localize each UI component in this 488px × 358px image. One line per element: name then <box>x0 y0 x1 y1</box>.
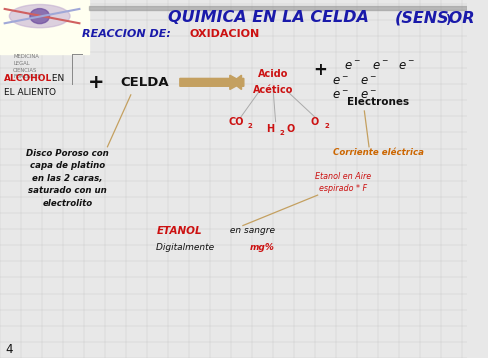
Text: 2: 2 <box>247 123 252 129</box>
Text: Electrones: Electrones <box>346 97 408 107</box>
Bar <box>0 0 88 54</box>
Bar <box>88 6 466 10</box>
Text: CO: CO <box>228 117 244 127</box>
Text: −: − <box>406 56 412 66</box>
Text: e: e <box>397 59 405 72</box>
Text: +: + <box>87 73 104 92</box>
Text: Acido: Acido <box>258 69 288 79</box>
Text: Digitalmente: Digitalmente <box>156 242 217 252</box>
Text: 4: 4 <box>5 343 13 355</box>
Text: ALCOHOL: ALCOHOL <box>4 73 52 83</box>
Text: QUIMICA EN LA CELDA: QUIMICA EN LA CELDA <box>167 10 373 25</box>
Text: Acético: Acético <box>253 85 293 95</box>
Text: ETANOL: ETANOL <box>156 226 202 236</box>
Text: 2: 2 <box>279 130 284 136</box>
Text: e: e <box>360 74 367 87</box>
Text: H: H <box>265 124 274 134</box>
Text: e: e <box>360 88 367 101</box>
Text: OXIDACION: OXIDACION <box>189 29 259 39</box>
Ellipse shape <box>30 9 49 24</box>
Text: ): ) <box>444 14 449 27</box>
Text: e: e <box>372 59 379 72</box>
Text: e: e <box>344 59 351 72</box>
Text: e: e <box>332 88 339 101</box>
Text: Etanol en Aire
espirado * F: Etanol en Aire espirado * F <box>315 172 370 193</box>
Text: −: − <box>369 86 375 95</box>
Text: −: − <box>352 56 359 66</box>
Text: O: O <box>310 117 318 127</box>
Ellipse shape <box>9 5 70 28</box>
Text: Corriente eléctrica: Corriente eléctrica <box>332 147 423 157</box>
FancyArrow shape <box>232 75 244 90</box>
Text: −: − <box>341 72 347 81</box>
Text: EL ALIENTO: EL ALIENTO <box>4 88 56 97</box>
Text: CELDA: CELDA <box>120 76 169 89</box>
Text: mg%: mg% <box>249 242 274 252</box>
Text: EN: EN <box>49 73 64 83</box>
Text: −: − <box>381 56 387 66</box>
Text: REACCION DE:: REACCION DE: <box>81 29 174 39</box>
Text: en sangre: en sangre <box>226 226 274 236</box>
Text: +: + <box>312 61 326 79</box>
FancyArrow shape <box>180 75 243 90</box>
Text: Disco Poroso con
capa de platino
en las 2 caras,
saturado con un
electrolito: Disco Poroso con capa de platino en las … <box>26 149 109 208</box>
Text: e: e <box>332 74 339 87</box>
Text: O: O <box>286 124 294 134</box>
Text: −: − <box>369 72 375 81</box>
Text: 2: 2 <box>324 123 329 129</box>
Text: −: − <box>341 86 347 95</box>
Text: MEDICINA
LEGAL
CIENCIAS
FORENSES: MEDICINA LEGAL CIENCIAS FORENSES <box>13 54 41 79</box>
Text: (SENSOR: (SENSOR <box>394 10 474 25</box>
